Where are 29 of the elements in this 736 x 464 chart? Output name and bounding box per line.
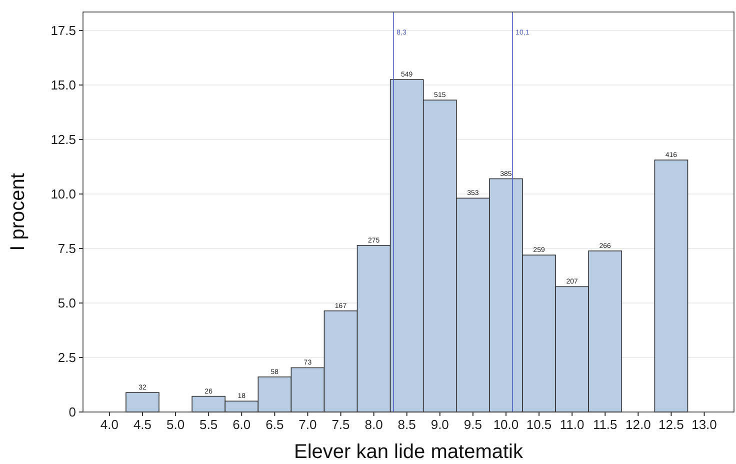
x-tick-label: 5.5	[200, 417, 218, 432]
y-tick-label: 0	[68, 404, 76, 420]
x-tick-label: 5.0	[166, 417, 185, 432]
y-tick-label: 5.0	[58, 296, 76, 311]
x-tick-label: 6.5	[266, 417, 284, 432]
x-tick-label: 11.5	[592, 417, 618, 432]
x-tick-label: 8.5	[398, 417, 416, 432]
x-tick-label: 9.0	[430, 417, 449, 432]
x-tick-label: 10.5	[526, 417, 552, 432]
x-tick-label: 4.0	[100, 417, 118, 432]
y-axis-title: I procent	[7, 172, 29, 251]
y-tick-label: 2.5	[58, 350, 76, 366]
y-tick-label: 7.5	[58, 241, 76, 256]
x-tick-label: 7.5	[332, 417, 350, 432]
x-tick-label: 12.0	[626, 417, 651, 432]
x-tick-label: 4.5	[133, 417, 152, 432]
x-axis-title: Elever kan lide matematik	[294, 441, 524, 463]
x-tick-label: 7.0	[298, 417, 317, 432]
x-tick-label: 9.5	[464, 417, 482, 432]
x-tick-label: 11.0	[560, 417, 584, 432]
x-tick-label: 12.5	[658, 417, 684, 432]
x-tick-label: 6.0	[232, 417, 251, 432]
x-tick-label: 8.0	[364, 417, 383, 432]
y-tick-label: 12.5	[50, 132, 76, 148]
y-tick-label: 15.0	[50, 78, 76, 93]
x-tick-label: 10.0	[493, 417, 519, 432]
x-tick-label: 13.0	[692, 417, 717, 432]
y-tick-label: 17.5	[50, 23, 76, 38]
y-tick-label: 10.0	[50, 186, 76, 202]
